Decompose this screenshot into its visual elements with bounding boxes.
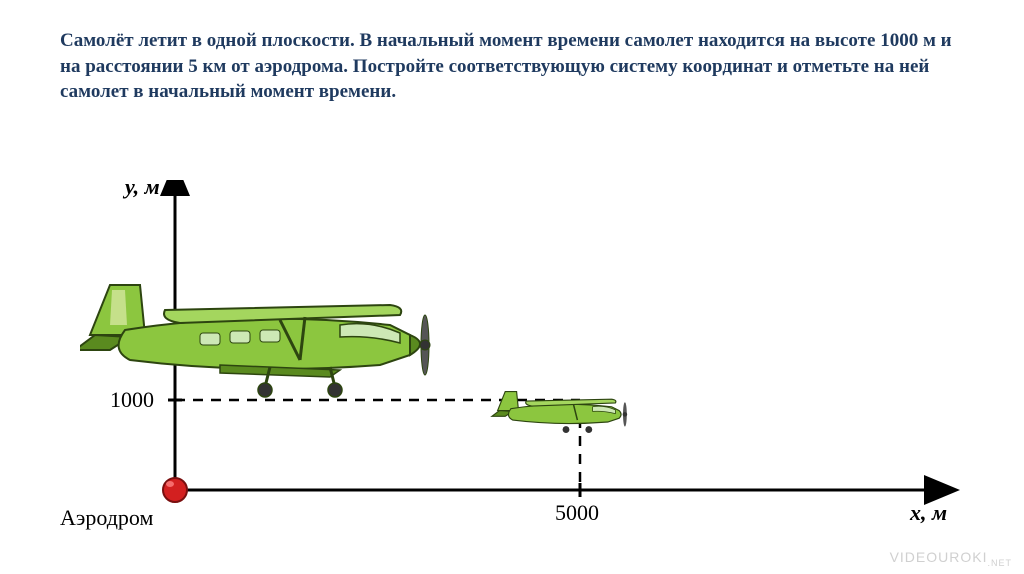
origin-marker (163, 478, 187, 502)
coordinate-diagram: у, м х, м 1000 5000 Аэродром (80, 180, 960, 550)
problem-statement: Самолёт летит в одной плоскости. В начал… (60, 28, 964, 105)
watermark: VIDEOUROKI.NET (890, 549, 1012, 568)
watermark-suffix: .NET (987, 558, 1012, 568)
y-axis-label: у, м (125, 174, 160, 200)
small-plane-icon (492, 392, 627, 433)
y-tick-label: 1000 (110, 387, 154, 413)
watermark-main: VIDEOUROKI (890, 549, 988, 565)
origin-marker-highlight (166, 481, 174, 487)
large-plane-illustration (80, 285, 430, 397)
x-tick-label: 5000 (555, 500, 599, 526)
x-axis-label: х, м (910, 500, 947, 526)
origin-label: Аэродром (60, 505, 153, 531)
diagram-svg (80, 180, 960, 550)
